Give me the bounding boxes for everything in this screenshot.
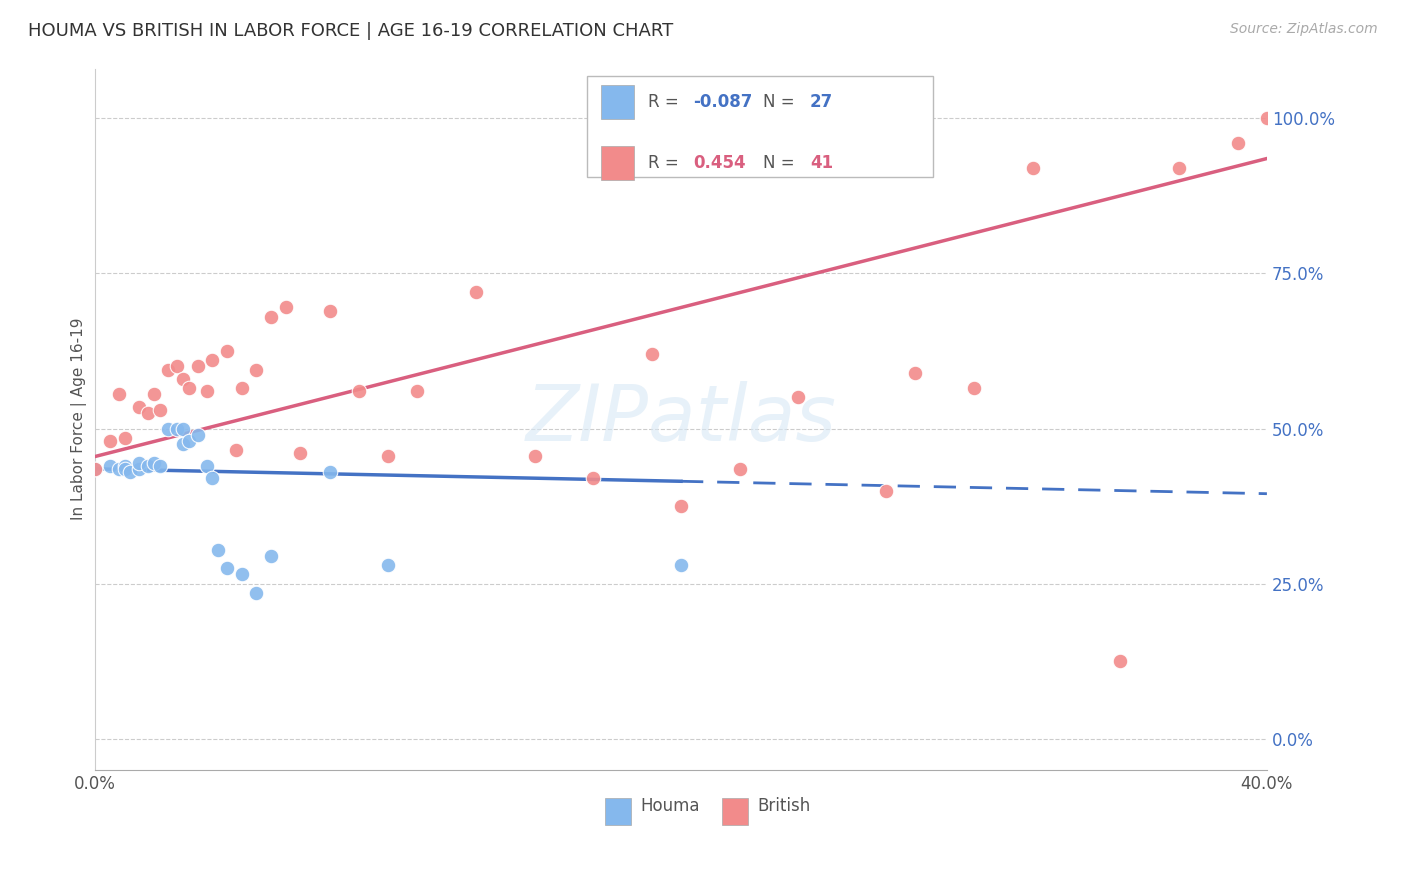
Point (582, 471, 605, 485)
Point (114, 431, 136, 445)
Point (107, 387, 129, 401)
Text: N =: N = (763, 154, 800, 172)
Point (1109, 654, 1132, 668)
Point (187, 427, 209, 442)
Point (114, 458, 136, 473)
Point (231, 381, 253, 395)
Point (875, 483, 897, 498)
Bar (602, 86, 634, 119)
Point (347, 384, 370, 399)
Point (98, 434, 121, 448)
Text: British: British (758, 797, 810, 815)
Point (260, 549, 283, 563)
Point (142, 456, 165, 470)
Point (157, 421, 180, 435)
Text: ZIPatlas: ZIPatlas (526, 381, 837, 458)
Point (128, 456, 150, 470)
Point (114, 462, 136, 476)
Point (245, 362, 267, 376)
Bar (602, 146, 634, 180)
Text: R =: R = (648, 93, 685, 112)
Text: HOUMA VS BRITISH IN LABOR FORCE | AGE 16-19 CORRELATION CHART: HOUMA VS BRITISH IN LABOR FORCE | AGE 16… (28, 22, 673, 40)
Point (377, 558, 399, 572)
Point (107, 462, 129, 476)
Point (215, 343, 238, 358)
Point (172, 437, 194, 451)
Point (1168, 161, 1191, 175)
Bar (723, 798, 748, 824)
Point (377, 450, 399, 464)
Text: N =: N = (763, 93, 800, 112)
Point (669, 499, 692, 513)
Bar (605, 798, 631, 824)
Point (318, 465, 340, 479)
Point (787, 391, 810, 405)
Text: Source: ZipAtlas.com: Source: ZipAtlas.com (1230, 22, 1378, 37)
Point (523, 450, 546, 464)
Point (245, 586, 267, 600)
Point (1226, 136, 1249, 150)
Point (231, 567, 253, 582)
Point (187, 359, 209, 374)
Point (215, 561, 238, 575)
Point (166, 359, 188, 374)
Point (290, 446, 312, 460)
Point (1256, 111, 1278, 125)
Point (669, 558, 692, 572)
Point (166, 421, 188, 435)
Text: 0.454: 0.454 (693, 154, 745, 172)
Point (120, 465, 142, 479)
Point (274, 301, 297, 315)
Point (84, 462, 107, 476)
Point (318, 303, 340, 318)
Point (149, 403, 172, 417)
Point (177, 381, 200, 395)
Point (136, 458, 159, 473)
Point (1021, 161, 1043, 175)
Point (201, 471, 224, 485)
Point (136, 406, 159, 420)
Point (157, 362, 180, 376)
Text: Houma: Houma (640, 797, 700, 815)
Point (142, 387, 165, 401)
Point (465, 285, 488, 299)
Point (225, 443, 247, 458)
Text: R =: R = (648, 154, 689, 172)
Point (195, 458, 218, 473)
Point (201, 353, 224, 368)
Point (904, 366, 927, 380)
Text: 27: 27 (810, 93, 834, 112)
Point (177, 434, 200, 448)
Point (406, 384, 429, 399)
Point (641, 347, 664, 361)
Point (207, 542, 229, 557)
Point (195, 384, 218, 399)
Point (172, 421, 194, 435)
Point (260, 310, 283, 324)
Point (728, 462, 751, 476)
FancyBboxPatch shape (588, 76, 934, 178)
Point (172, 372, 194, 386)
Point (128, 462, 150, 476)
Text: 41: 41 (810, 154, 834, 172)
Point (963, 381, 986, 395)
Point (149, 458, 172, 473)
Point (98, 458, 121, 473)
Text: -0.087: -0.087 (693, 93, 752, 112)
Y-axis label: In Labor Force | Age 16-19: In Labor Force | Age 16-19 (72, 318, 87, 520)
Point (84, 462, 107, 476)
Point (128, 400, 150, 414)
